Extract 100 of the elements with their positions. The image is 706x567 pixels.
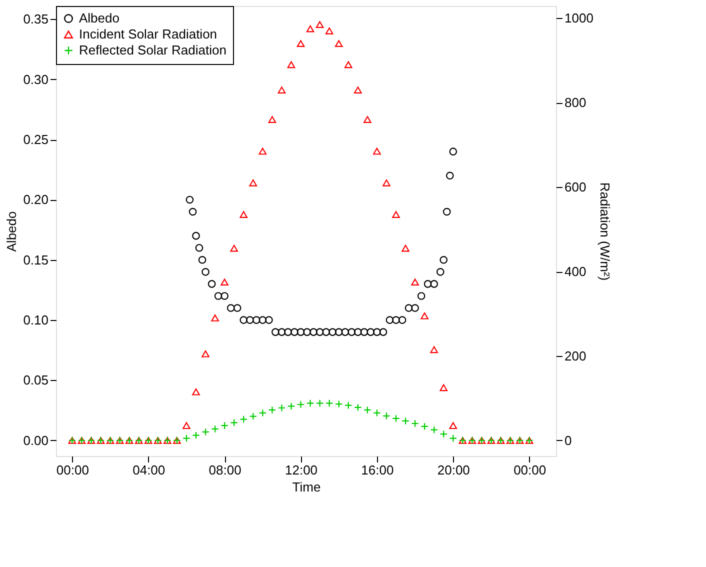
point <box>442 208 451 216</box>
point <box>192 431 200 440</box>
point <box>325 27 334 34</box>
point <box>202 268 210 276</box>
point <box>424 280 432 288</box>
point <box>392 211 400 218</box>
point <box>325 399 334 408</box>
y2-tick-label: 400 <box>564 264 586 280</box>
point <box>246 316 254 324</box>
point <box>240 316 248 324</box>
point <box>402 417 410 425</box>
point <box>220 278 228 286</box>
point <box>268 116 276 124</box>
point <box>198 256 206 264</box>
x-tick-label: 12:00 <box>284 462 318 478</box>
point <box>249 179 258 186</box>
point <box>449 422 458 430</box>
point <box>430 426 438 434</box>
point <box>411 304 419 312</box>
y-tick-label: 0.10 <box>23 312 48 328</box>
point <box>436 268 444 276</box>
point <box>382 179 390 186</box>
point <box>186 196 194 204</box>
point <box>341 328 350 336</box>
point <box>420 422 428 430</box>
point <box>303 328 311 336</box>
point <box>430 280 438 288</box>
point <box>182 422 190 430</box>
point <box>310 328 318 336</box>
point <box>449 434 458 442</box>
point <box>440 256 448 264</box>
point <box>220 422 228 430</box>
x-tick-label: 20:00 <box>437 462 470 478</box>
y-tick-label: 0.30 <box>23 72 48 87</box>
point <box>233 304 242 312</box>
point <box>192 388 200 396</box>
point <box>440 430 448 438</box>
y2-tick-label: 0 <box>564 432 572 448</box>
point <box>354 86 362 94</box>
point <box>284 328 292 336</box>
point <box>316 399 324 408</box>
point <box>322 328 330 336</box>
point <box>430 346 438 354</box>
point <box>230 244 238 252</box>
x-axis-title: Time <box>292 480 321 494</box>
point <box>404 304 413 312</box>
y2-tick-label: 600 <box>564 180 586 195</box>
point <box>240 211 248 218</box>
y2-tick-label: 800 <box>564 95 586 110</box>
y2-tick-label: 200 <box>564 348 586 364</box>
legend-label: Reflected Solar Radiation <box>79 42 226 58</box>
point <box>398 316 406 324</box>
point <box>226 304 235 312</box>
x-tick-label: 04:00 <box>132 462 166 478</box>
x-tick-label: 16:00 <box>361 462 394 478</box>
point <box>278 404 286 412</box>
point <box>202 428 210 436</box>
point <box>249 412 258 420</box>
y-axis-title: Albedo <box>4 211 20 252</box>
y-tick-label: 0.05 <box>23 372 48 388</box>
point <box>214 292 222 300</box>
point <box>316 328 324 336</box>
legend-label: Incident Solar Radiation <box>79 26 218 42</box>
point <box>316 21 324 28</box>
point <box>240 415 248 424</box>
point <box>278 86 286 94</box>
point <box>182 434 190 442</box>
point <box>417 292 426 300</box>
point <box>195 244 204 252</box>
legend-label: Albedo <box>79 10 120 26</box>
point <box>420 312 428 320</box>
point <box>382 412 390 420</box>
point <box>211 425 219 433</box>
point <box>265 316 273 324</box>
point <box>208 280 216 288</box>
point <box>258 409 267 417</box>
point <box>344 401 352 410</box>
point <box>220 292 228 300</box>
point <box>348 328 356 336</box>
point <box>344 61 352 68</box>
y2-axis-title: Radiation (W/m²) <box>597 182 612 281</box>
y-tick-label: 0.20 <box>23 192 48 208</box>
point <box>449 148 458 156</box>
point <box>290 328 298 336</box>
point <box>272 328 280 336</box>
point <box>211 314 219 322</box>
point <box>364 406 372 414</box>
point <box>287 402 296 410</box>
point <box>230 418 238 427</box>
point <box>192 232 200 240</box>
point <box>268 406 276 414</box>
point <box>364 116 372 124</box>
point <box>440 384 448 392</box>
point <box>296 328 305 336</box>
point <box>360 328 368 336</box>
point <box>252 316 260 324</box>
point <box>334 40 343 48</box>
point <box>334 400 343 408</box>
point <box>354 328 362 336</box>
point <box>354 404 362 412</box>
